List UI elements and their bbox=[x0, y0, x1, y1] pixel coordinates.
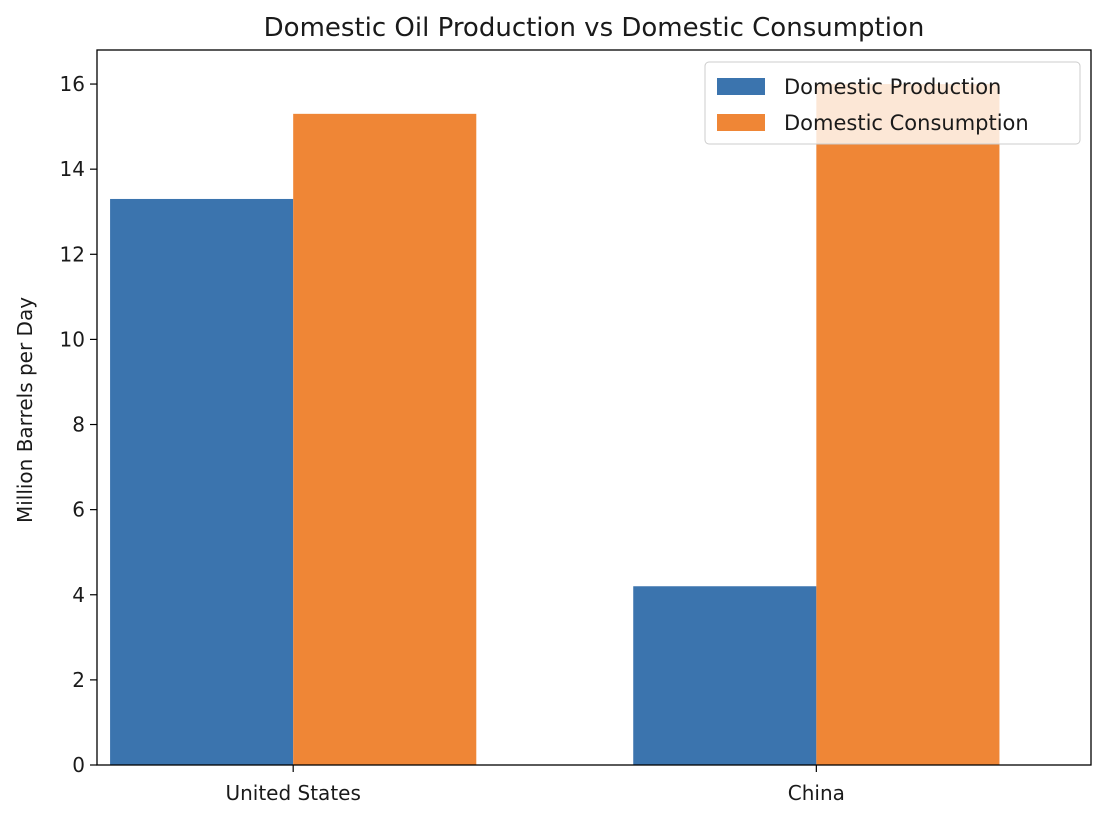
legend-swatch bbox=[717, 114, 765, 131]
bar-domestic-production-china bbox=[633, 586, 817, 765]
legend-swatch bbox=[717, 78, 765, 95]
y-tick-label: 2 bbox=[72, 668, 85, 692]
y-tick-label: 8 bbox=[72, 413, 85, 437]
y-tick-label: 4 bbox=[72, 583, 85, 607]
y-tick-label: 14 bbox=[60, 157, 85, 181]
x-tick-label: China bbox=[788, 781, 845, 805]
y-tick-label: 16 bbox=[60, 72, 85, 96]
legend: Domestic Production Domestic Consumption bbox=[704, 61, 1081, 145]
legend-box bbox=[704, 61, 1081, 145]
ticks-layer: 0 2 4 6 8 10 12 14 16 United States China bbox=[60, 72, 845, 805]
y-tick-label: 0 bbox=[72, 753, 85, 777]
chart-title: Domestic Oil Production vs Domestic Cons… bbox=[264, 13, 925, 43]
plot-frame bbox=[96, 49, 1092, 766]
legend-label: Domestic Production bbox=[784, 75, 1001, 99]
bars-layer bbox=[110, 84, 1000, 766]
y-tick-label: 12 bbox=[60, 242, 85, 266]
bar-domestic-production-united-states bbox=[110, 198, 294, 766]
y-tick-label: 6 bbox=[72, 498, 85, 522]
y-tick-label: 10 bbox=[60, 327, 85, 351]
legend-label: Domestic Consumption bbox=[784, 111, 1029, 135]
bar-domestic-consumption-china bbox=[816, 84, 1000, 766]
y-axis-label: Million Barrels per Day bbox=[13, 297, 37, 523]
bar-domestic-consumption-united-states bbox=[293, 113, 477, 765]
x-tick-label: United States bbox=[225, 781, 360, 805]
